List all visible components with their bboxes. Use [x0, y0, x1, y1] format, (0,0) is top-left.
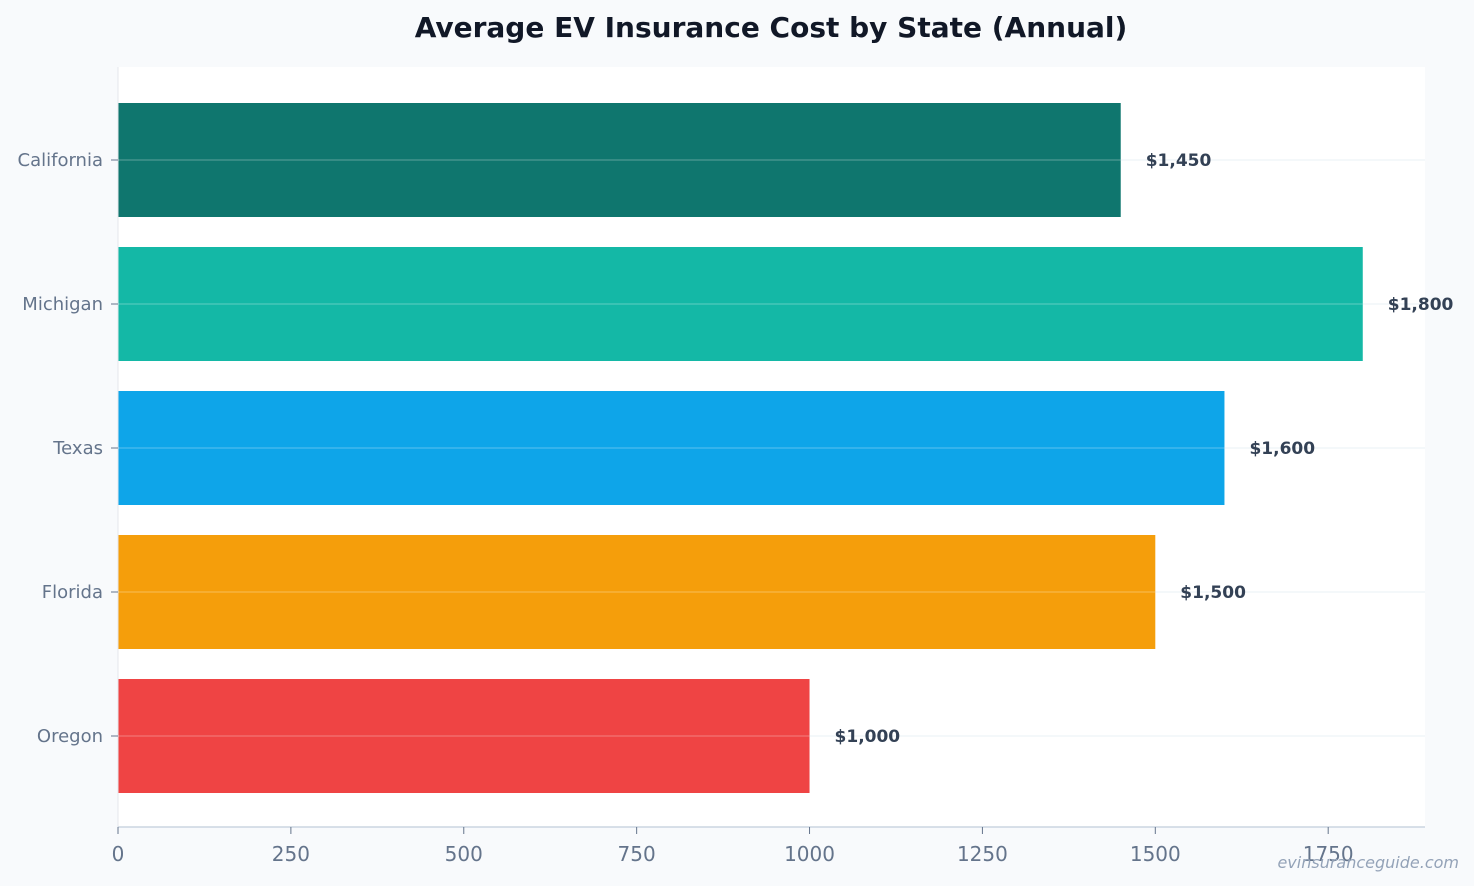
- data-label-california: $1,450: [1146, 151, 1212, 171]
- x-tick-label: 750: [618, 842, 656, 866]
- data-label-texas: $1,600: [1249, 439, 1315, 459]
- y-tick-label-michigan: Michigan: [22, 294, 103, 315]
- bar-center-lines: [118, 159, 1363, 737]
- x-tick-label: 1500: [1130, 842, 1181, 866]
- y-axis: California Michigan Texas Florida Oregon: [18, 67, 119, 827]
- x-tick-label: 1250: [957, 842, 1008, 866]
- x-axis: 0 250 500 750 1000 1250 1500 1750: [112, 826, 1425, 866]
- bar-florida: [118, 535, 1156, 649]
- chart-title: Average EV Insurance Cost by State (Annu…: [415, 11, 1128, 44]
- data-label-oregon: $1,000: [835, 727, 901, 747]
- y-tick-label-florida: Florida: [42, 582, 103, 603]
- x-tick-label: 1000: [784, 842, 835, 866]
- x-tick-label: 1750: [1303, 842, 1354, 866]
- x-tick-label: 500: [445, 842, 483, 866]
- y-tick-label-texas: Texas: [52, 438, 103, 459]
- data-labels: $1,450 $1,800 $1,600 $1,500 $1,000: [835, 151, 1454, 747]
- bar-oregon: [118, 679, 810, 793]
- y-tick-label-california: California: [18, 150, 103, 171]
- x-tick-label: 0: [112, 842, 125, 866]
- watermark: evinsuranceguide.com: [1277, 853, 1459, 872]
- data-label-michigan: $1,800: [1388, 295, 1454, 315]
- bar-texas: [118, 391, 1225, 505]
- bar-michigan: [118, 247, 1363, 361]
- data-label-florida: $1,500: [1180, 583, 1246, 603]
- y-tick-label-oregon: Oregon: [37, 726, 103, 747]
- bar-california: [118, 103, 1121, 217]
- bars: [118, 103, 1363, 793]
- x-tick-label: 250: [272, 842, 310, 866]
